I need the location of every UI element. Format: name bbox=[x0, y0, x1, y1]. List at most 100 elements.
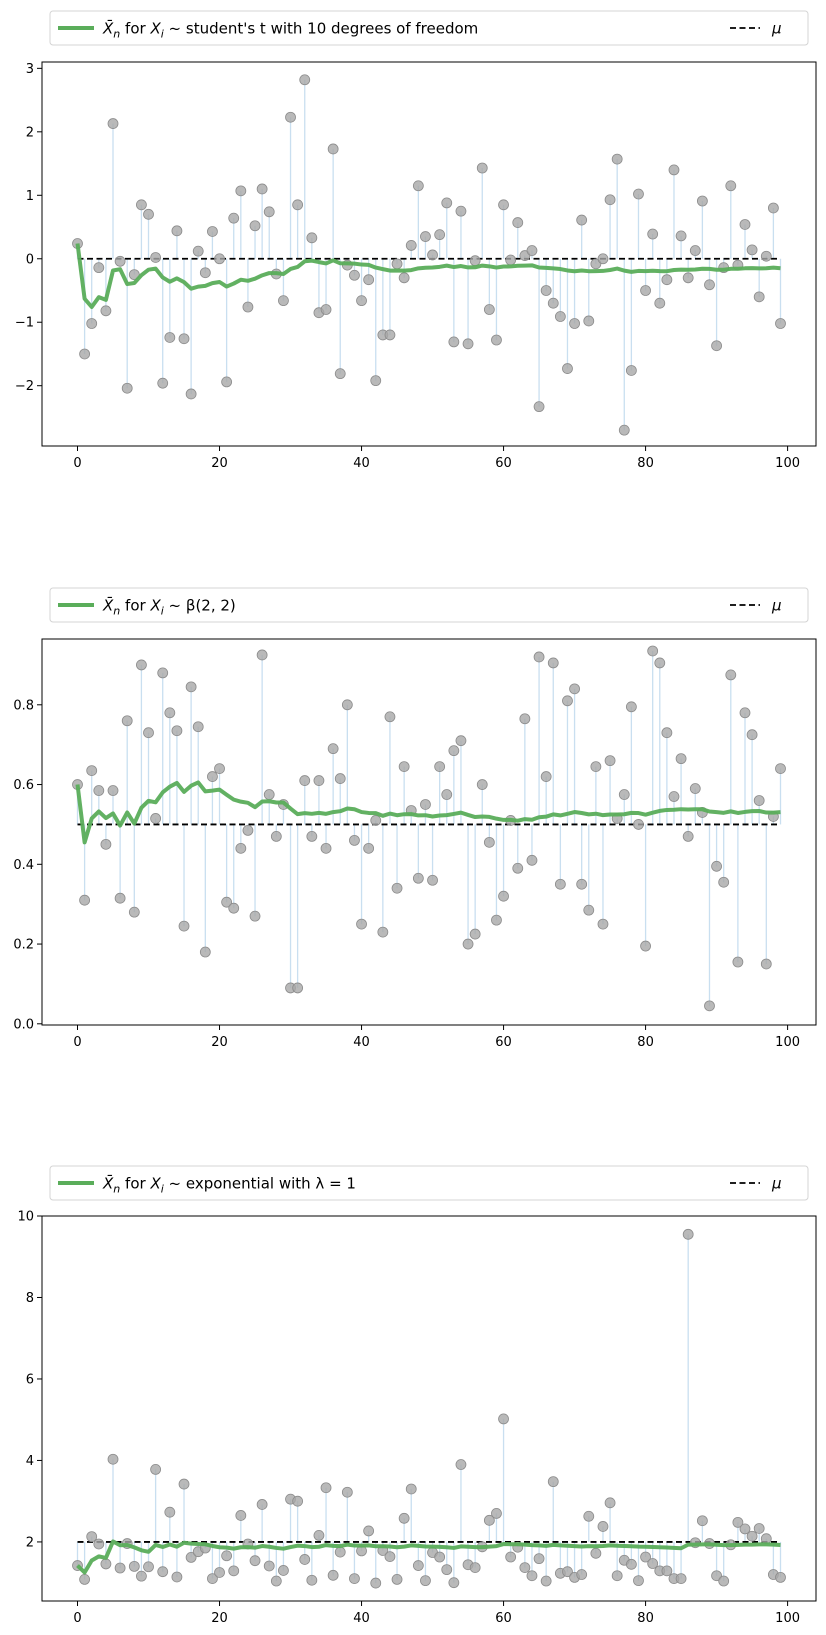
sample-point bbox=[150, 813, 162, 824]
sample-point bbox=[746, 244, 758, 256]
sample-point bbox=[171, 225, 183, 237]
sample-point bbox=[270, 1575, 282, 1587]
sample-point bbox=[278, 1565, 289, 1576]
sample-point bbox=[668, 164, 680, 176]
sample-point bbox=[164, 707, 176, 719]
sample-point bbox=[256, 183, 268, 195]
sample-point bbox=[526, 245, 538, 256]
sample-point bbox=[760, 1533, 772, 1545]
sample-point bbox=[334, 773, 346, 784]
sample-point bbox=[150, 1464, 162, 1475]
x-tick-label: 60 bbox=[495, 1035, 512, 1050]
running-mean-line bbox=[75, 780, 781, 845]
axes-frame bbox=[41, 1215, 817, 1602]
sample-points bbox=[72, 74, 786, 436]
sample-point bbox=[214, 253, 225, 265]
sample-point bbox=[412, 872, 424, 884]
sample-point bbox=[143, 1561, 154, 1573]
sample-point bbox=[689, 783, 701, 794]
sample-point bbox=[469, 255, 481, 267]
legend-mu-label: μ bbox=[771, 1175, 782, 1193]
sample-point bbox=[199, 946, 211, 958]
sample-point bbox=[349, 1573, 360, 1584]
x-tick-label: 20 bbox=[211, 456, 228, 471]
sample-point bbox=[668, 791, 680, 802]
sample-point bbox=[306, 232, 318, 244]
sample-point bbox=[93, 1538, 105, 1550]
legend-mean-prefix: X̄ bbox=[102, 19, 114, 38]
y-tick-label: 1 bbox=[26, 189, 34, 204]
sample-point bbox=[79, 894, 91, 906]
sample-point bbox=[263, 789, 275, 800]
sample-point bbox=[100, 838, 112, 850]
sample-point bbox=[583, 1510, 595, 1522]
sample-point bbox=[391, 258, 403, 270]
sample-point bbox=[462, 938, 474, 950]
legend-mean-mid: for bbox=[120, 1175, 150, 1193]
sample-point bbox=[270, 830, 282, 842]
sample-point bbox=[682, 830, 694, 842]
x-tick-label: 40 bbox=[353, 1611, 370, 1626]
sample-point bbox=[576, 214, 588, 226]
y-tick-label: 0.8 bbox=[13, 698, 34, 713]
legend-mean-dist: ~ student's t with 10 degrees of freedom bbox=[164, 20, 479, 38]
sample-point bbox=[107, 118, 119, 129]
x-tick-label: 20 bbox=[211, 1611, 228, 1626]
x-tick-label: 80 bbox=[637, 1035, 654, 1050]
sample-point bbox=[739, 707, 751, 719]
sample-point bbox=[483, 304, 495, 315]
sample-point bbox=[107, 1453, 119, 1465]
legend-box bbox=[49, 587, 809, 623]
sample-point bbox=[661, 727, 673, 739]
sample-point bbox=[136, 199, 147, 211]
sample-point bbox=[483, 836, 495, 848]
sample-point bbox=[498, 199, 509, 211]
sample-point bbox=[157, 667, 169, 679]
sample-point bbox=[86, 765, 98, 776]
sample-point bbox=[349, 269, 360, 281]
sample-point bbox=[299, 775, 311, 786]
sample-point bbox=[320, 304, 332, 315]
sample-point bbox=[512, 862, 524, 874]
sample-point bbox=[483, 1514, 495, 1526]
sample-point bbox=[725, 669, 737, 681]
sample-point bbox=[412, 180, 424, 192]
sample-point bbox=[121, 382, 133, 394]
sample-point bbox=[363, 842, 375, 854]
legend-mean-varsub: i bbox=[161, 28, 164, 41]
sample-point bbox=[767, 202, 779, 214]
legend-mean-varsub: i bbox=[161, 1183, 164, 1196]
sample-points bbox=[72, 1228, 786, 1589]
sample-point bbox=[292, 1495, 304, 1507]
sample-point bbox=[633, 188, 644, 200]
sample-point bbox=[462, 338, 474, 350]
sample-point bbox=[647, 228, 659, 240]
plot-area bbox=[72, 74, 786, 436]
sample-point bbox=[235, 842, 247, 854]
sample-point bbox=[136, 659, 147, 671]
sample-point bbox=[242, 825, 254, 836]
sample-point bbox=[682, 1228, 694, 1240]
sample-point bbox=[753, 795, 765, 806]
sample-point bbox=[306, 830, 318, 842]
sample-point bbox=[171, 1571, 183, 1583]
sample-point bbox=[654, 297, 666, 309]
sample-point bbox=[540, 1575, 552, 1587]
sample-point bbox=[178, 333, 190, 345]
legend-mean-label: X̄n for Xi ~ exponential with λ = 1 bbox=[102, 1174, 356, 1196]
sample-point bbox=[640, 940, 651, 952]
y-tick-label: 0.4 bbox=[13, 858, 34, 873]
sample-point bbox=[682, 272, 694, 284]
legend-mean-varsub: i bbox=[161, 605, 164, 618]
legend-mean-mid: for bbox=[120, 20, 150, 38]
sample-point bbox=[79, 1574, 91, 1585]
sample-point bbox=[398, 761, 410, 773]
y-tick-label: 0.2 bbox=[13, 938, 34, 953]
sample-point bbox=[228, 1565, 240, 1577]
sample-point bbox=[512, 217, 524, 228]
y-tick-label: 0.0 bbox=[13, 1017, 34, 1032]
x-tick-label: 0 bbox=[73, 456, 81, 471]
axes-frame bbox=[41, 638, 817, 1026]
sample-point bbox=[597, 253, 609, 265]
x-tick-label: 100 bbox=[775, 1611, 800, 1626]
